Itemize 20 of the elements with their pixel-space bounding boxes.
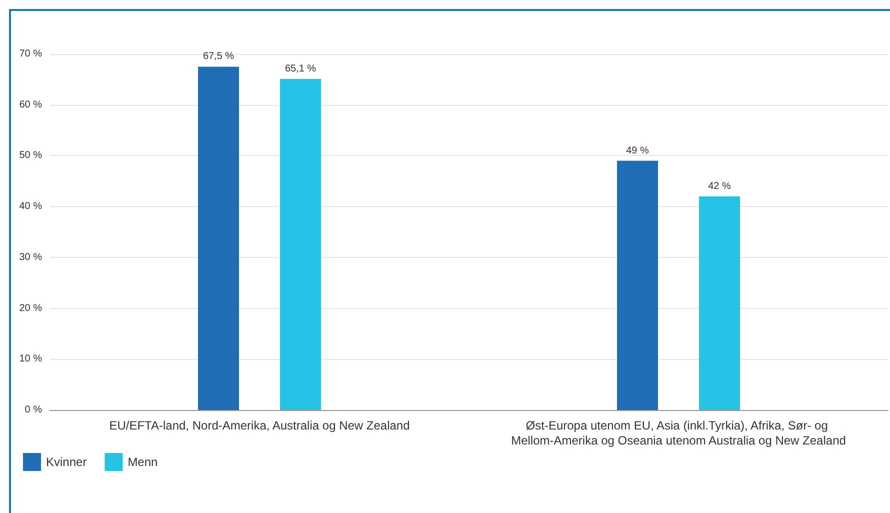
legend-label: Menn (128, 455, 158, 469)
x-tick-label: Øst-Europa utenom EU, Asia (inkl.Tyrkia), Afrika, Sør- og Mellom-Amerika og Oseania utenom Australia og New Zealand (511, 418, 846, 448)
data-label: 67,5 % (202, 51, 234, 62)
y-tick-label: 40 % (19, 201, 42, 212)
y-tick-label: 0 % (24, 404, 42, 416)
data-label: 49 % (626, 145, 650, 156)
x-tick-label: EU/EFTA-land, Nord-Amerika, Australia og New Zealand (109, 418, 410, 432)
y-tick-label: 20 % (19, 302, 42, 314)
y-tick-label: 70 % (19, 48, 42, 60)
y-tick-label: 10 % (19, 354, 42, 365)
bar (617, 160, 658, 410)
y-tick-label: 30 % (19, 252, 42, 263)
data-label: 42 % (708, 180, 732, 192)
legend-label: Kvinner (46, 455, 87, 469)
data-label: 65,1 % (284, 63, 316, 74)
bar (280, 78, 321, 410)
y-tick-label: 60 % (19, 99, 42, 110)
y-tick-label: 50 % (19, 150, 42, 162)
bar (198, 66, 239, 410)
bar (699, 196, 740, 410)
